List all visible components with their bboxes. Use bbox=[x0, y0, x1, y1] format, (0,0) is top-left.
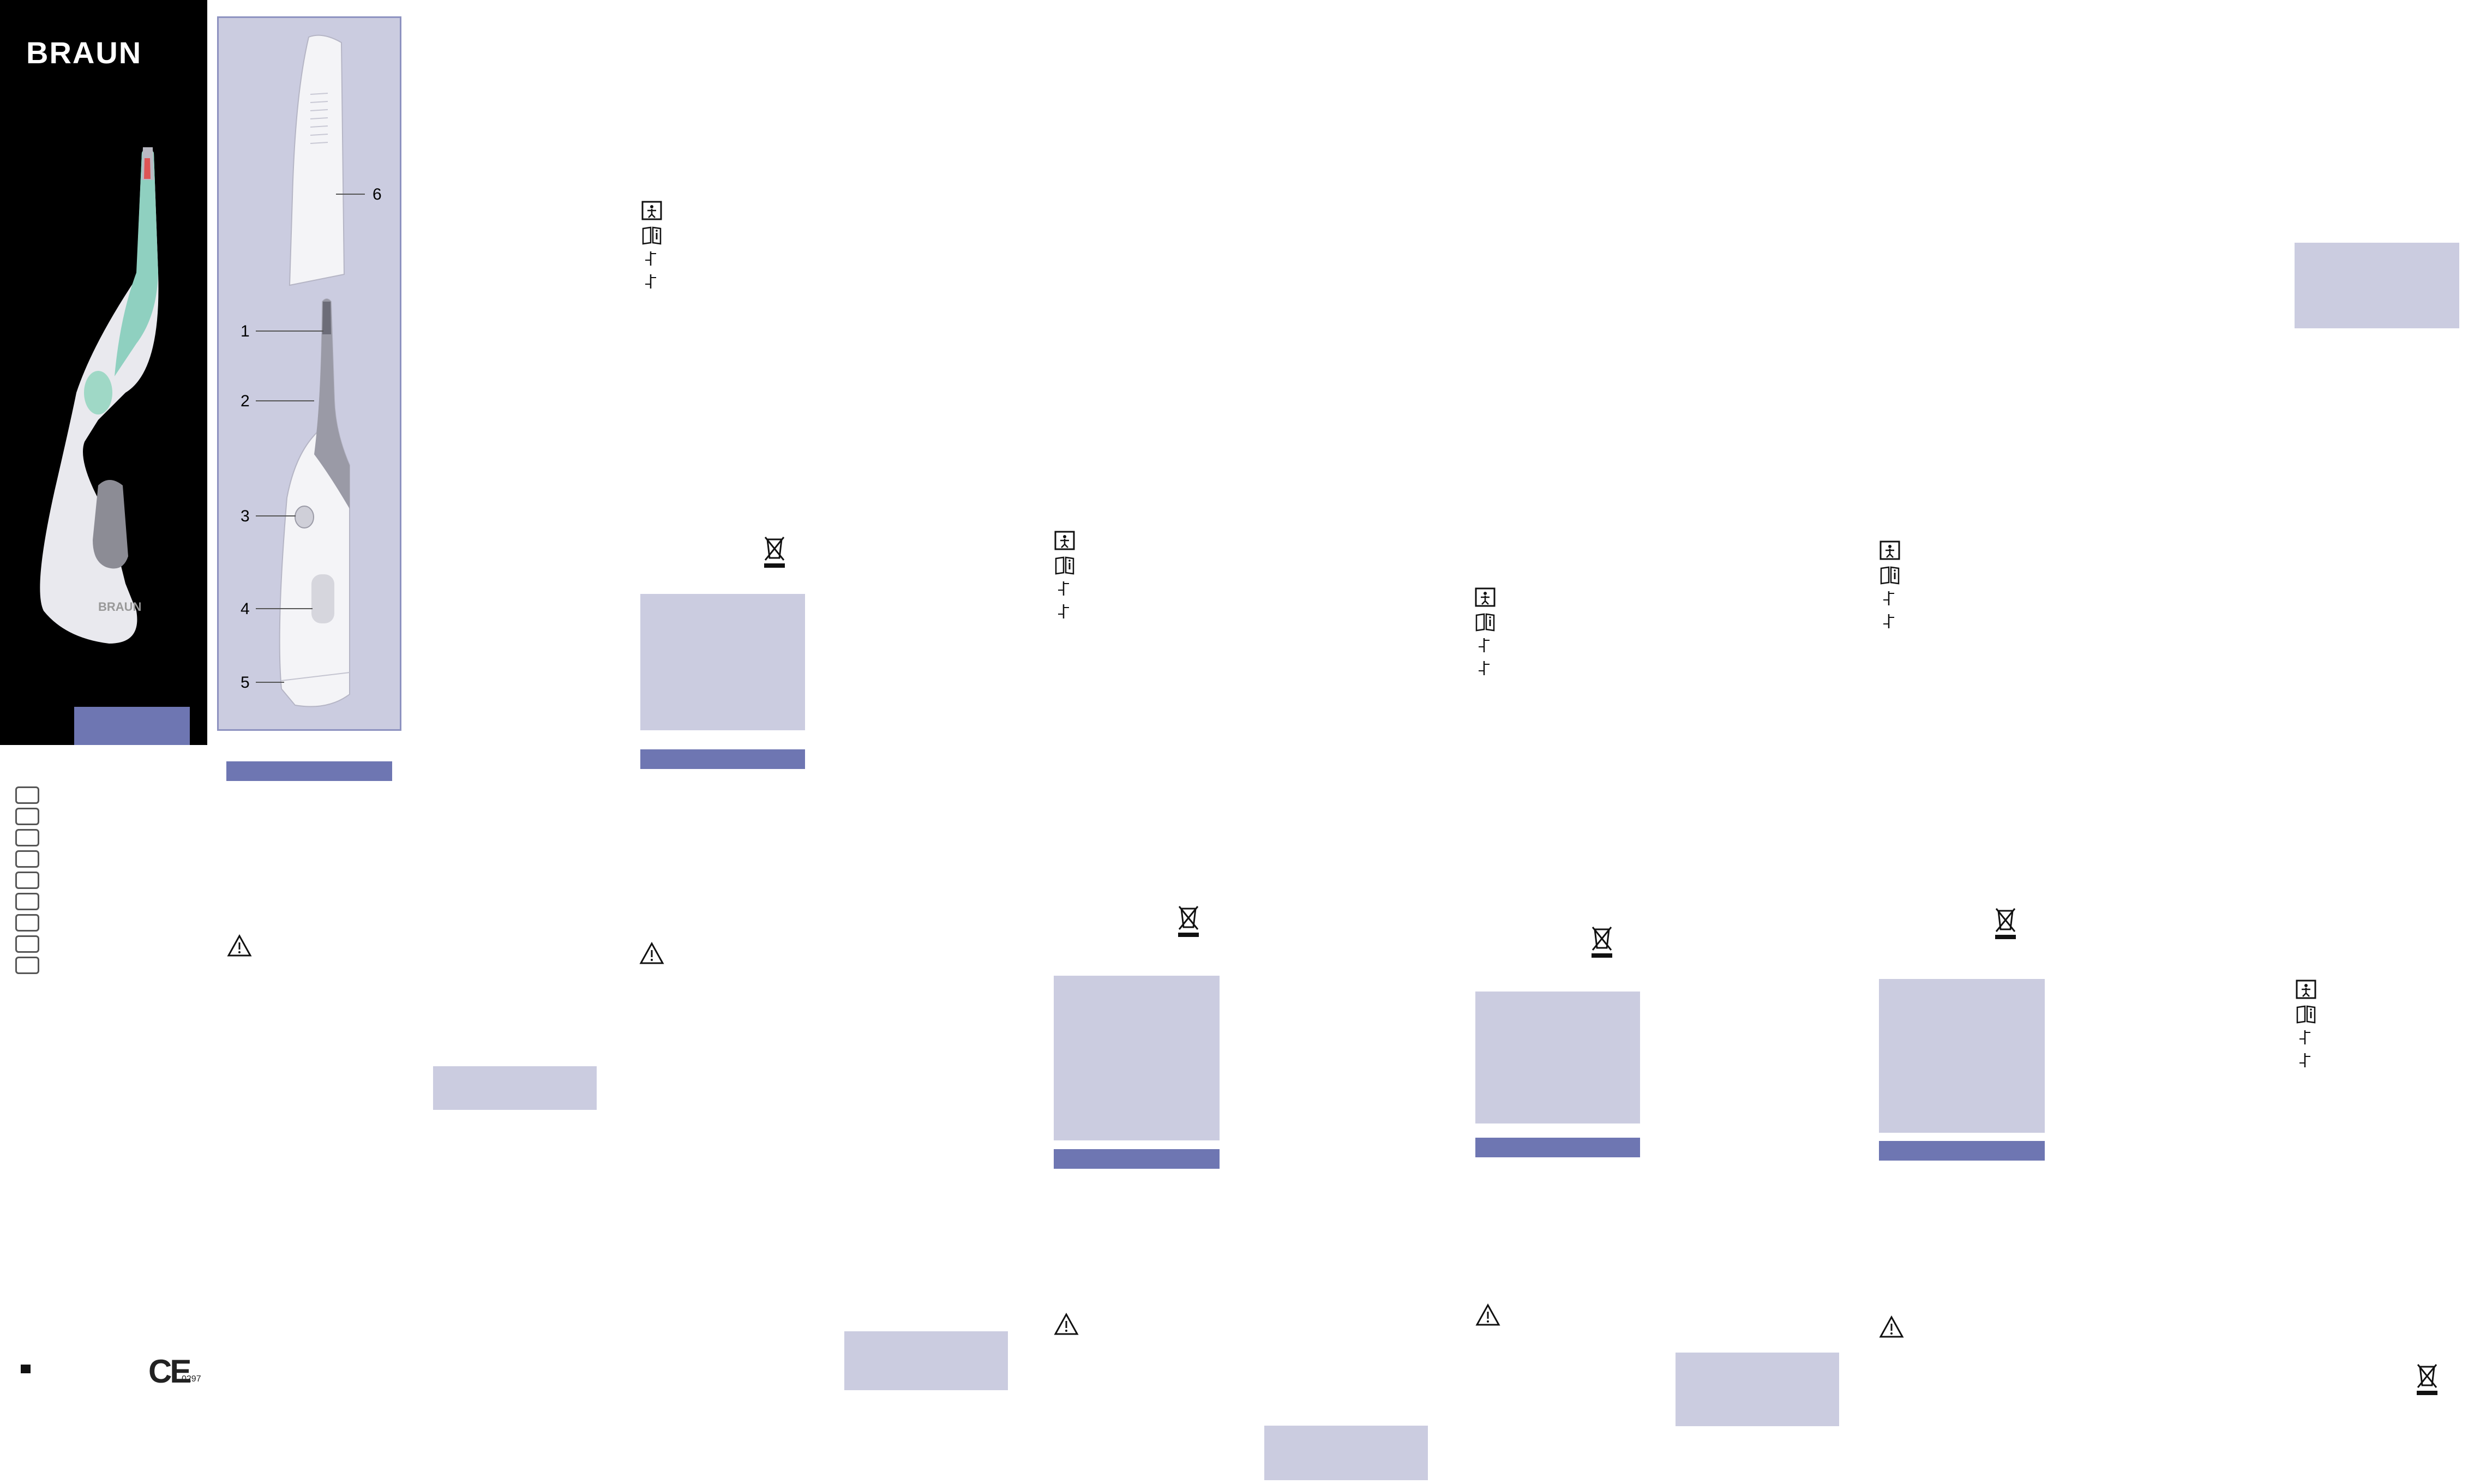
info-box bbox=[433, 1066, 597, 1110]
section-bar bbox=[640, 749, 805, 769]
temperature-limit-icon bbox=[1883, 614, 1894, 628]
thermometer-diagram: 1 2 3 4 5 6 bbox=[241, 34, 382, 707]
info-box bbox=[1264, 1426, 1428, 1480]
part-number-3: 3 bbox=[241, 507, 250, 525]
info-box bbox=[1879, 979, 2045, 1133]
info-box bbox=[1475, 992, 1640, 1123]
section-bar bbox=[1475, 1138, 1640, 1157]
info-box bbox=[1676, 1353, 1839, 1426]
temperature-limit-icon bbox=[1058, 581, 1069, 596]
warning-triangle-icon bbox=[639, 942, 664, 964]
warning-triangle-icon bbox=[1054, 1313, 1079, 1335]
temperature-limit-icon bbox=[1058, 604, 1069, 618]
temperature-limit-icon bbox=[1883, 591, 1894, 605]
consult-instructions-icon bbox=[1475, 613, 1495, 632]
symbol-stack bbox=[1474, 587, 1498, 682]
temperature-limit-icon bbox=[1479, 638, 1490, 652]
language-box bbox=[15, 914, 39, 932]
info-box bbox=[640, 594, 805, 730]
cover-tab bbox=[74, 707, 190, 745]
warning-triangle-icon bbox=[227, 934, 252, 957]
language-box bbox=[15, 786, 39, 804]
language-box bbox=[15, 893, 39, 910]
braun-logo: BRAUN bbox=[26, 35, 142, 70]
language-box bbox=[15, 872, 39, 889]
thermometer-photo: BRAUN bbox=[40, 147, 159, 644]
crossed-bin-icon bbox=[1995, 908, 2016, 939]
cover-panel: BRAUN BRAUN bbox=[0, 0, 207, 745]
temperature-limit-icon bbox=[645, 274, 656, 289]
consult-instructions-icon bbox=[2296, 1005, 2316, 1024]
language-box bbox=[15, 935, 39, 953]
info-box bbox=[1054, 976, 1220, 1140]
temperature-limit-icon bbox=[2299, 1053, 2310, 1067]
language-box bbox=[15, 957, 39, 974]
consult-instructions-icon bbox=[1880, 566, 1900, 585]
applied-part-type-bf-icon bbox=[1879, 540, 1900, 560]
symbol-stack bbox=[641, 200, 665, 295]
part-number-6: 6 bbox=[373, 185, 382, 203]
temperature-limit-icon bbox=[2299, 1030, 2310, 1044]
temperature-limit-icon bbox=[645, 251, 656, 266]
manufacturer-icon bbox=[21, 1365, 31, 1373]
language-index bbox=[15, 786, 39, 978]
notified-body-number: 0297 bbox=[182, 1374, 201, 1384]
part-number-1: 1 bbox=[241, 322, 250, 340]
crossed-bin-icon bbox=[764, 537, 785, 568]
language-box bbox=[15, 850, 39, 868]
symbol-stack bbox=[1879, 540, 1903, 635]
section-bar bbox=[226, 761, 392, 781]
symbol-stack bbox=[1054, 530, 1078, 625]
warning-triangle-icon bbox=[1879, 1315, 1904, 1338]
crossed-bin-icon bbox=[1178, 906, 1199, 937]
section-bar bbox=[1054, 1149, 1220, 1169]
language-box bbox=[15, 829, 39, 846]
applied-part-type-bf-icon bbox=[641, 201, 662, 220]
symbol-stack bbox=[2295, 979, 2319, 1074]
language-box bbox=[15, 808, 39, 825]
applied-part-type-bf-icon bbox=[1054, 531, 1075, 550]
applied-part-type-bf-icon bbox=[2296, 980, 2316, 999]
section-bar bbox=[1879, 1141, 2045, 1161]
warning-triangle-icon bbox=[1475, 1303, 1500, 1326]
part-number-5: 5 bbox=[241, 674, 250, 692]
consult-instructions-icon bbox=[1055, 556, 1074, 575]
temperature-limit-icon bbox=[1479, 661, 1490, 675]
consult-instructions-icon bbox=[642, 226, 662, 245]
part-number-4: 4 bbox=[241, 600, 250, 618]
info-box bbox=[844, 1331, 1008, 1390]
info-box bbox=[2295, 243, 2459, 328]
parts-diagram: 1 2 3 4 5 6 bbox=[217, 16, 401, 731]
crossed-bin-icon bbox=[1592, 927, 1612, 958]
part-number-2: 2 bbox=[241, 392, 250, 410]
ce-mark: CE bbox=[148, 1353, 191, 1390]
device-brand-label: BRAUN bbox=[98, 600, 141, 614]
crossed-bin-icon bbox=[2417, 1364, 2437, 1395]
applied-part-type-bf-icon bbox=[1475, 587, 1496, 607]
